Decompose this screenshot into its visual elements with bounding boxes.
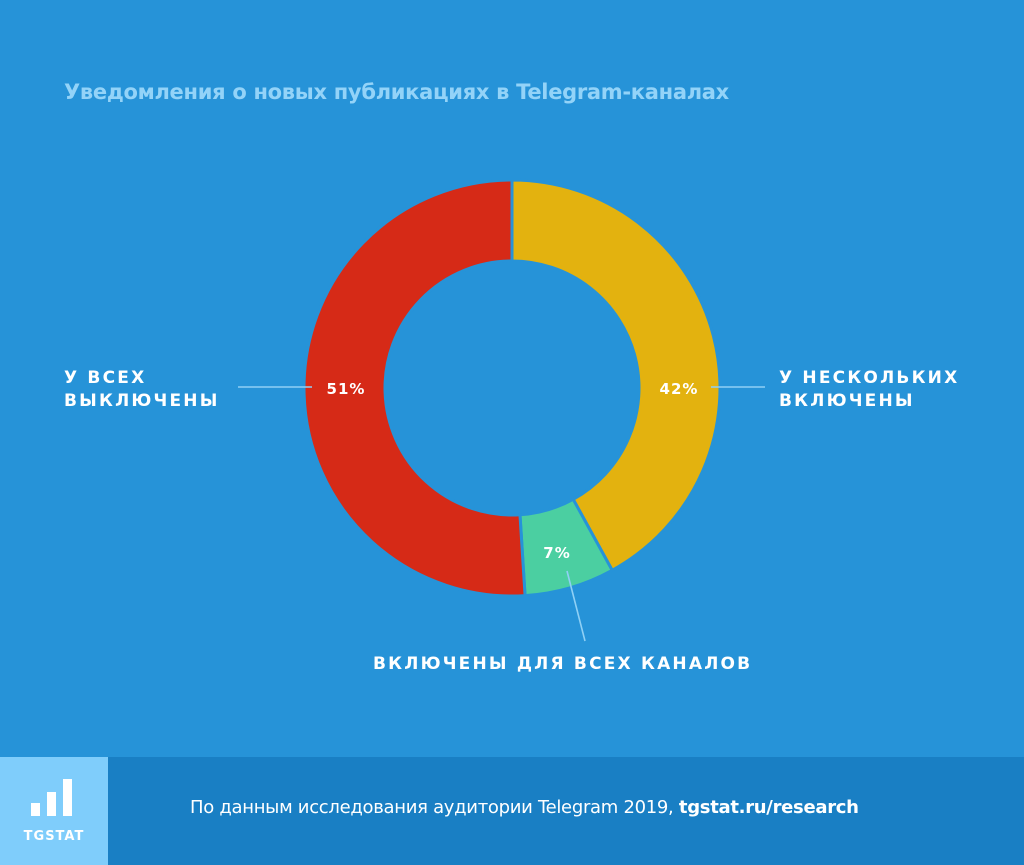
slice-some-on-value-label: 42% [660,380,699,398]
slice-some-on [510,178,722,573]
leader-line-all-on [566,570,586,642]
legend-label-all-off-line1: У ВСЕХ [64,368,147,388]
tgstat-logo[interactable]: TGSTAT [0,757,108,865]
source-note: По данным исследования аудитории Telegra… [190,797,859,818]
legend-label-all-off-line2: ВЫКЛЮЧЕНЫ [64,391,220,411]
legend-label-all-off: У ВСЕХ ВЫКЛЮЧЕНЫ [64,367,220,413]
legend-label-some-on-line2: ВКЛЮЧЕНЫ [779,391,915,411]
bar-chart-icon [31,779,72,816]
legend-label-some-on: У НЕСКОЛЬКИХ ВКЛЮЧЕНЫ [779,367,959,413]
slice-all-off-value-label: 51% [327,380,366,398]
logo-text: TGSTAT [23,829,85,844]
source-link[interactable]: tgstat.ru/research [678,797,859,818]
legend-label-all-on-line1: ВКЛЮЧЕНЫ ДЛЯ ВСЕХ КАНАЛОВ [373,654,753,674]
donut-chart: 42% 7% 51% [238,178,765,642]
slice-all-off [302,178,527,598]
legend-label-some-on-line1: У НЕСКОЛЬКИХ [779,368,960,388]
footer: TGSTAT По данным исследования аудитории … [0,757,1024,865]
legend-label-all-on: ВКЛЮЧЕНЫ ДЛЯ ВСЕХ КАНАЛОВ [373,653,752,676]
slice-all-on-value-label: 7% [543,544,570,562]
chart-title: Уведомления о новых публикациях в Telegr… [64,80,729,104]
source-text: По данным исследования аудитории Telegra… [190,797,679,818]
